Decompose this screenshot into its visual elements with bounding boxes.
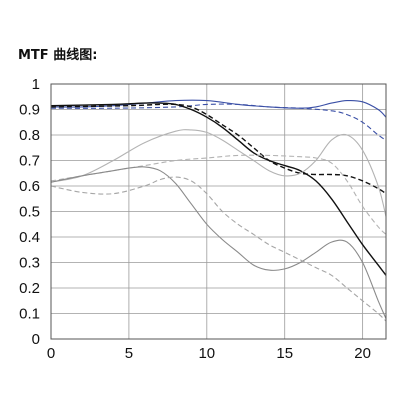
chart-title: MTF 曲线图: (18, 48, 98, 63)
y-tick-label: 0.1 (19, 306, 40, 323)
x-tick-label: 5 (125, 345, 133, 362)
series-line-8 (50, 176, 387, 322)
series-line-2 (50, 103, 387, 141)
y-tick-label: 0.4 (19, 229, 40, 246)
y-tick-label: 0.2 (19, 280, 40, 297)
y-tick-label: 0.6 (19, 178, 40, 195)
series-line-3 (50, 102, 387, 276)
y-tick-label: 0.7 (19, 153, 40, 170)
y-tick-label: 0.8 (19, 127, 40, 144)
y-tick-label: 0.9 (19, 102, 40, 119)
y-tick-label: 0.5 (19, 204, 40, 221)
y-tick-label: 1 (32, 76, 40, 93)
x-axis: 0 5 10 15 20 (47, 345, 371, 362)
y-tick-label: 0 (32, 331, 40, 348)
series-line-5 (50, 129, 387, 217)
series-layer (50, 99, 387, 322)
y-axis: 0 0.1 0.2 0.3 0.4 0.5 0.6 0.7 0.8 0.9 1 (19, 76, 40, 348)
y-tick-label: 0.3 (19, 255, 40, 272)
plot-frame (50, 83, 387, 340)
x-tick-label: 15 (276, 345, 293, 362)
series-line-4 (50, 103, 387, 195)
x-tick-label: 10 (198, 345, 215, 362)
x-tick-label: 0 (47, 345, 55, 362)
series-line-7 (50, 166, 387, 319)
x-tick-label: 20 (354, 345, 371, 362)
